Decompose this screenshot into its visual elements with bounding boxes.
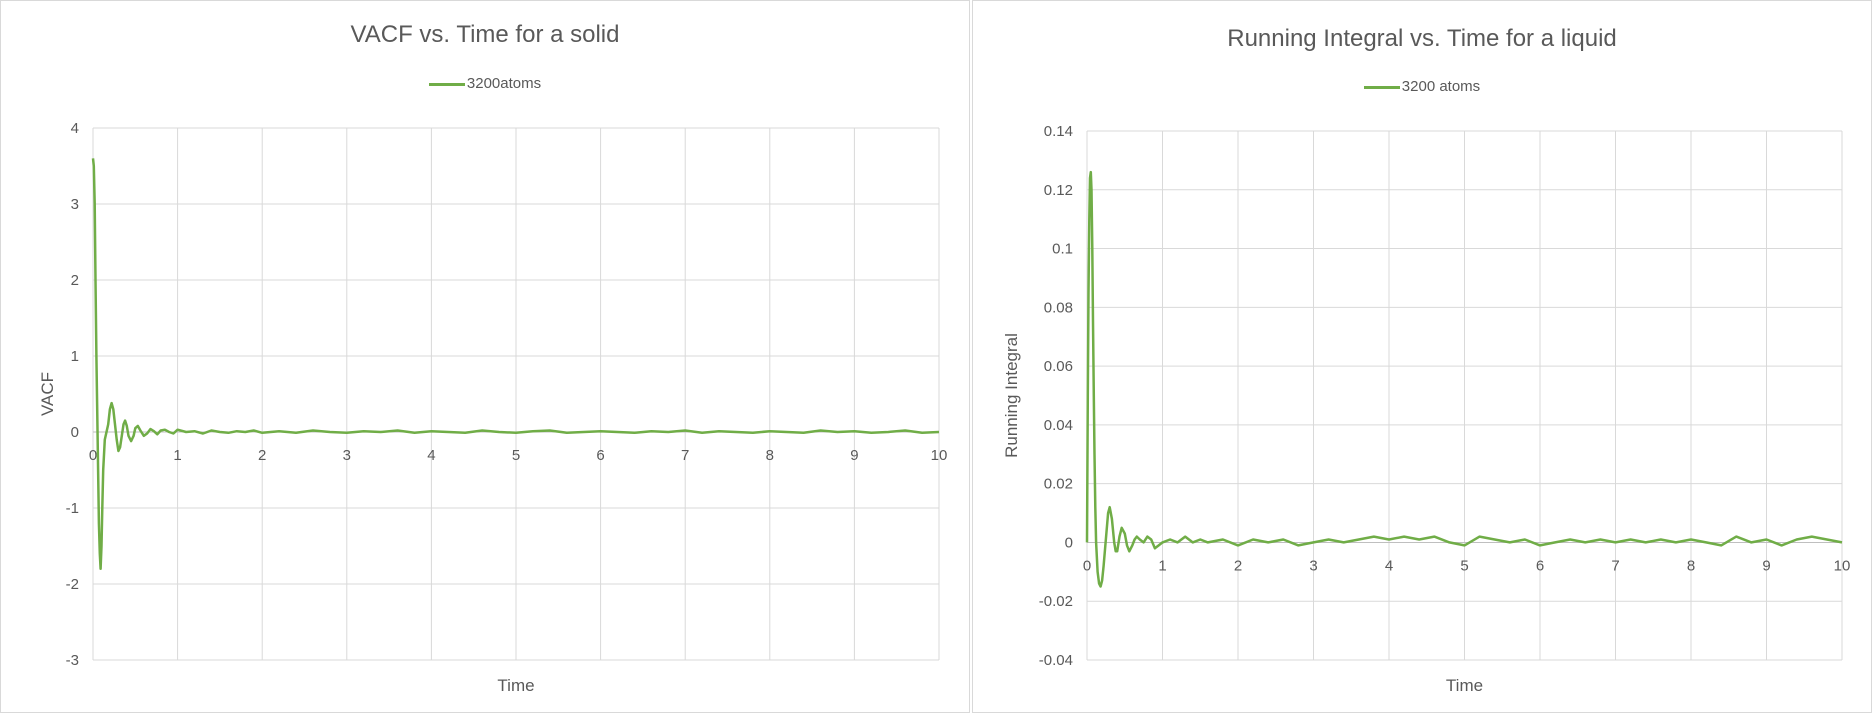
series-line [91, 158, 940, 571]
plot-area-running-integral: 0.14 0.12 0.1 0.08 0.06 0.04 0.02 0 -0.02 -0.04 0 1… [1002, 123, 1851, 695]
x-tick-label: 8 [766, 447, 774, 464]
chart-panel-vacf: VACF vs. Time for a solid 3200atoms 4 3 2 1… [0, 0, 970, 713]
x-tick-label: 3 [343, 447, 351, 464]
y-tick-label: 0.14 [1044, 123, 1073, 140]
y-tick-label: 4 [71, 120, 79, 137]
x-tick-label: 10 [931, 447, 948, 464]
y-tick-label: 0.08 [1044, 299, 1073, 316]
x-tick-label: 7 [1611, 557, 1619, 574]
x-tick-label: 10 [1834, 557, 1851, 574]
y-tick-label: 0 [1065, 534, 1073, 551]
legend-label: 3200atoms [466, 75, 542, 92]
y-tick-label: 0.06 [1044, 358, 1073, 375]
chart-legend: 3200atoms [1, 75, 969, 92]
y-tick-label: -2 [66, 576, 79, 593]
y-tick-label: 1 [71, 348, 79, 365]
chart-title: Running Integral vs. Time for a liquid [1227, 25, 1617, 52]
chart-title: VACF vs. Time for a solid [350, 21, 620, 48]
x-tick-label: 9 [850, 447, 858, 464]
x-tick-label: 9 [1762, 557, 1770, 574]
y-tick-label: -1 [66, 500, 79, 517]
y-tick-label: 0.02 [1044, 476, 1073, 493]
y-tick-label: 0.04 [1044, 417, 1073, 434]
x-tick-label: 6 [596, 447, 604, 464]
x-tick-label: 5 [512, 447, 520, 464]
legend-swatch [1363, 85, 1400, 89]
x-tick-label: 2 [1234, 557, 1242, 574]
x-tick-label: 0 [89, 447, 97, 464]
x-tick-label: 3 [1309, 557, 1317, 574]
x-tick-label: 5 [1460, 557, 1468, 574]
x-tick-label: 0 [1083, 557, 1091, 574]
y-axis-title: VACF [38, 372, 57, 416]
y-tick-label: -0.02 [1039, 593, 1073, 610]
chart-legend: 3200 atoms [973, 78, 1871, 95]
y-tick-label: 0.12 [1044, 182, 1073, 199]
y-tick-label: 0 [71, 424, 79, 441]
y-tick-label: 0.1 [1052, 241, 1073, 258]
y-tick-label: 2 [71, 272, 79, 289]
y-axis-title: Running Integral [1002, 333, 1021, 458]
x-tick-label: 8 [1687, 557, 1695, 574]
y-tick-label: 3 [71, 196, 79, 213]
chart-panel-running-integral: Running Integral vs. Time for a liquid 3… [972, 0, 1872, 713]
x-axis-title: Time [497, 676, 534, 695]
x-tick-label: 2 [258, 447, 266, 464]
x-tick-label: 7 [681, 447, 689, 464]
x-tick-label: 1 [173, 447, 181, 464]
x-tick-label: 1 [1158, 557, 1166, 574]
x-tick-label: 4 [427, 447, 435, 464]
x-tick-label: 6 [1536, 557, 1544, 574]
legend-swatch [428, 82, 465, 86]
legend-label: 3200 atoms [1401, 78, 1481, 95]
y-tick-label: -3 [66, 652, 79, 669]
y-tick-label: -0.04 [1039, 652, 1073, 669]
series-line [1085, 170, 1843, 588]
x-axis-title: Time [1446, 676, 1483, 695]
x-tick-label: 4 [1385, 557, 1393, 574]
